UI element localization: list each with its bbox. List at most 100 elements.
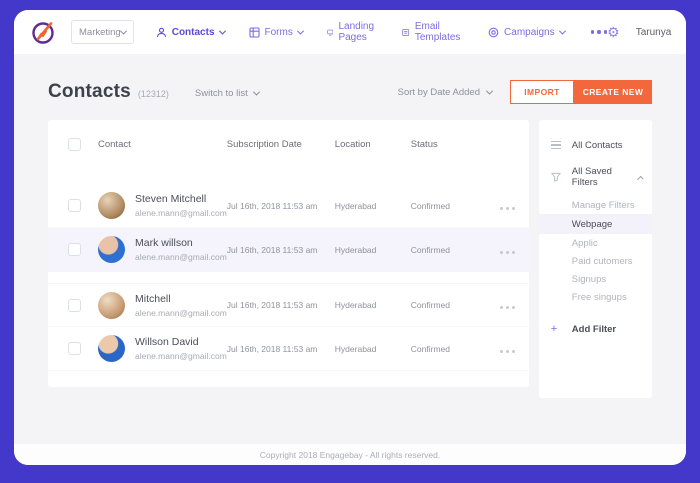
page-footer: Copyright 2018 Engagebay - All rights re… [14,444,686,465]
nav-item-forms[interactable]: Forms [248,26,304,38]
filters-sidebar: All Contacts All Saved Filters Manage Fi… [538,120,652,398]
location: Hyderabad [334,343,377,354]
page-title: Contacts [48,81,131,102]
column-header-contact: Contact [98,138,131,150]
gear-icon[interactable]: ⚙ [607,24,620,40]
row-actions-menu[interactable] [499,206,515,210]
row-actions-menu[interactable] [499,306,515,309]
table-row[interactable]: Mark willson alene.mann@gmail.com Jul 16… [48,228,529,272]
nav-item-landing-pages[interactable]: Landing Pages [327,21,379,43]
main-content: Contacts (12312) Switch to list Sort by … [14,54,686,465]
location: Hyderabad [334,244,377,255]
topbar-right: ⚙ Tarunya [607,19,686,45]
engagebay-logo-icon[interactable] [30,19,57,46]
saved-filters-list: Manage Filters Webpage Applic Paid cutom… [538,196,652,306]
switch-to-list-dropdown[interactable]: Switch to list [194,88,260,99]
target-icon [488,27,499,37]
location: Hyderabad [334,200,377,211]
switch-to-list-label: Switch to list [194,88,248,99]
table-row[interactable]: Steven Mitchell alene.mann@gmail.com Jul… [48,184,529,228]
contact-avatar [98,192,125,219]
sort-by-dropdown[interactable]: Sort by Date Added [398,87,494,98]
nav-item-label: Forms [264,26,293,38]
filter-item-applic[interactable]: Applic [571,237,598,249]
contact-email: alene.mann@gmail.com [135,307,227,318]
workspace-select[interactable]: Marketing [71,20,134,44]
nav-items: Contacts Forms Landing Pages [156,21,608,43]
template-icon [402,28,410,36]
table-row[interactable]: Mitchell alene.mann@gmail.com Jul 16th, … [48,283,529,327]
nav-item-label: Email Templates [414,21,461,43]
sidebar-item-label: All Saved Filters [571,166,612,188]
contact-avatar [98,335,125,362]
status: Confirmed [410,244,451,255]
nav-item-campaigns[interactable]: Campaigns [488,26,566,38]
location: Hyderabad [334,300,377,310]
create-new-button[interactable]: CREATE NEW [574,80,652,104]
row-checkbox[interactable] [68,298,81,312]
subscription-date: Jul 16th, 2018 11:53 am [226,200,318,211]
column-header-location: Location [334,138,371,150]
filter-item-free-singups[interactable]: Free singups [571,291,627,303]
chevron-down-icon [558,27,566,35]
contact-email: alene.mann@gmail.com [135,208,227,218]
monitor-icon [327,29,334,36]
nav-item-email-templates[interactable]: Email Templates [402,21,464,43]
copyright-text: Copyright 2018 Engagebay - All rights re… [259,449,441,460]
table-header-row: Contact Subscription Date Location Statu… [48,126,529,162]
add-filter-button[interactable]: + Add Filter [539,316,652,342]
filter-item-webpage[interactable]: Webpage [538,214,652,234]
contact-avatar [98,291,125,319]
user-name: Tarunya [635,26,672,38]
select-all-checkbox[interactable] [68,137,81,151]
nav-more-menu[interactable] [590,30,608,34]
grid-icon [248,26,260,38]
row-actions-menu[interactable] [499,349,515,353]
row-checkbox[interactable] [68,199,81,212]
nav-item-label: Campaigns [504,26,555,38]
row-actions-menu[interactable] [499,250,515,254]
chevron-down-icon [218,27,226,35]
subscription-date: Jul 16th, 2018 11:53 am [226,244,318,255]
filter-item-paid-cutomers[interactable]: Paid cutomers [571,255,633,267]
header-actions: Sort by Date Added IMPORT CREATE NEW [398,80,652,104]
chevron-down-icon [252,88,260,96]
status: Confirmed [410,300,451,310]
filter-item-signups[interactable]: Signups [571,273,607,285]
import-button[interactable]: IMPORT [510,80,574,104]
row-checkbox[interactable] [68,342,81,355]
contact-name: Mark willson [135,237,193,249]
sidebar-item-label: All Contacts [571,139,623,151]
contact-avatar [98,236,125,263]
person-icon [156,27,166,37]
table-row[interactable]: Willson David alene.mann@gmail.com Jul 1… [48,327,529,371]
contact-name: Willson David [135,336,199,348]
nav-item-contacts[interactable]: Contacts [156,26,226,38]
nav-item-label: Landing Pages [338,21,375,43]
filter-icon [550,172,563,182]
contacts-count: (12312) [137,89,169,99]
filter-item-manage-filters[interactable]: Manage Filters [571,199,635,211]
nav-item-label: Contacts [171,26,215,38]
sidebar-item-all-saved-filters[interactable]: All Saved Filters [539,164,652,190]
subscription-date: Jul 16th, 2018 11:53 am [226,343,318,354]
app-window: Marketing Contacts Forms [14,10,686,465]
contact-email: alene.mann@gmail.com [135,252,227,262]
hamburger-icon [550,139,563,151]
contact-name: Mitchell [135,292,171,305]
contact-email: alene.mann@gmail.com [135,351,227,361]
chevron-down-icon [119,27,127,35]
plus-icon: + [550,323,558,335]
chevron-down-icon [296,27,304,35]
subscription-date: Jul 16th, 2018 11:53 am [226,300,318,310]
contacts-table: Contact Subscription Date Location Statu… [48,120,529,387]
status: Confirmed [410,200,451,211]
column-header-status: Status [410,138,438,150]
chevron-down-icon [485,87,494,95]
row-checkbox[interactable] [68,243,81,256]
page-header: Contacts (12312) Switch to list Sort by … [48,80,652,104]
column-header-subscription-date: Subscription Date [226,138,302,150]
sidebar-item-all-contacts[interactable]: All Contacts [539,132,652,158]
status: Confirmed [410,343,451,354]
